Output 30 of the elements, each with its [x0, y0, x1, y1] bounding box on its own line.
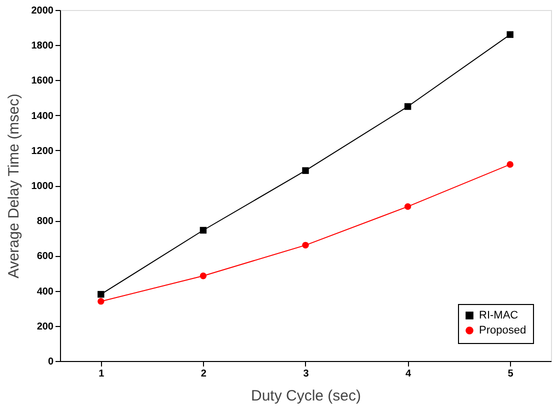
legend-label: Proposed [479, 324, 526, 336]
point [200, 226, 207, 234]
x-tick-label: 1 [98, 368, 105, 380]
y-tick-label: 800 [36, 216, 54, 228]
x-tick-label: 3 [303, 368, 310, 380]
y-tick-label: 1200 [31, 146, 54, 157]
x-tick-label: 4 [406, 368, 412, 380]
y-tick-label: 2000 [31, 6, 54, 16]
x-tick-label: 2 [200, 368, 207, 380]
point [98, 290, 104, 298]
y-tick-label: 0 [48, 356, 54, 368]
point [404, 103, 412, 110]
y-tick-label: 1000 [31, 181, 54, 192]
point [302, 242, 309, 249]
y-tick-label: 1400 [31, 110, 54, 122]
x-tick-label: 5 [508, 368, 514, 380]
x-axis-title: Duty Cycle (sec) [250, 388, 362, 404]
point [404, 203, 412, 210]
y-tick-label: 400 [36, 286, 54, 298]
y-tick-label: 600 [36, 251, 54, 262]
point [200, 272, 207, 280]
point [506, 31, 514, 38]
y-tick-label: 1600 [31, 76, 54, 87]
y-tick-label: 1800 [31, 40, 54, 52]
point [302, 167, 309, 174]
y-axis-title: Average Delay Time (msec) [5, 94, 22, 278]
point [98, 298, 104, 305]
point [506, 161, 514, 168]
y-tick-label: 200 [36, 321, 54, 332]
legend-label: RI-MAC [479, 310, 518, 322]
